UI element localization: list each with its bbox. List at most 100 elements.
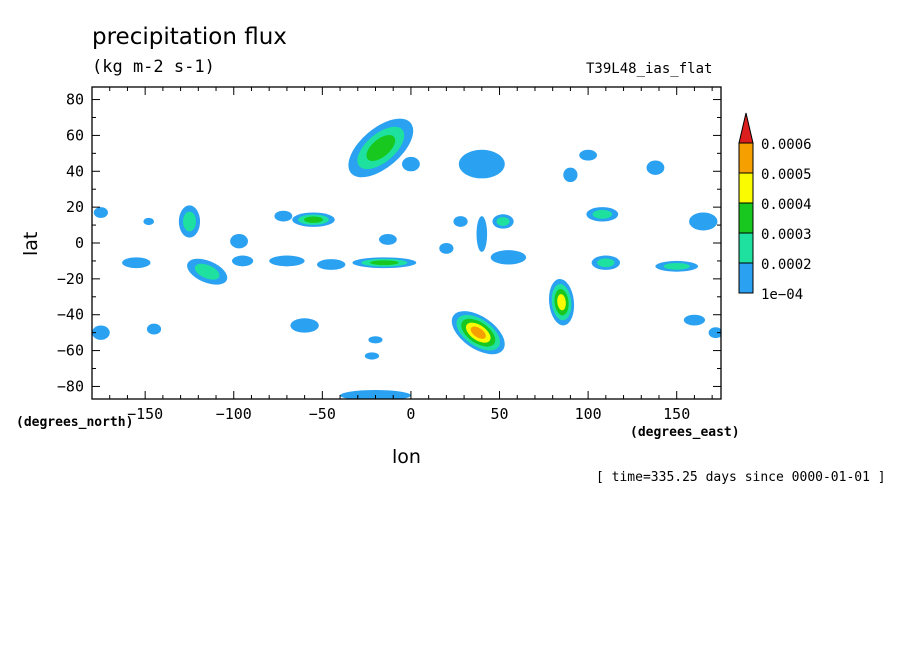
precip-contour-level-2	[496, 217, 510, 226]
precip-contour-level-1	[453, 216, 468, 227]
precip-feature	[563, 167, 578, 183]
y-tick-label: 60	[66, 126, 84, 144]
precip-feature	[269, 255, 305, 267]
colorbar-swatch	[738, 202, 754, 234]
precip-feature	[490, 250, 527, 265]
precip-contour-level-1	[579, 149, 598, 161]
precip-feature	[352, 257, 417, 269]
y-axis-unit: (degrees_north)	[16, 415, 134, 430]
precip-contour-level-2	[592, 209, 613, 219]
precip-contour-level-2	[597, 258, 615, 268]
precip-feature	[655, 260, 699, 272]
precip-contour-level-3	[366, 134, 396, 161]
run-label: T39L48_ias_flat	[586, 61, 713, 77]
precip-contour-level-1	[92, 325, 110, 340]
precip-feature	[708, 327, 721, 339]
precip-feature	[458, 149, 505, 179]
colorbar-swatch	[738, 172, 754, 204]
x-tick-label: 50	[490, 405, 508, 423]
precip-feature	[453, 216, 468, 227]
precip-feature	[492, 214, 514, 229]
precip-feature	[290, 318, 319, 333]
precip-feature	[579, 149, 598, 161]
colorbar-label: 0.0005	[761, 167, 812, 183]
colorbar-label: 1e−04	[761, 287, 803, 303]
precip-feature	[402, 156, 420, 172]
y-tick-label: 80	[66, 91, 84, 109]
x-tick-label: −50	[309, 405, 336, 423]
precip-feature	[93, 207, 108, 218]
y-tick-label: 40	[66, 162, 84, 180]
precip-feature	[232, 255, 254, 267]
precip-contour-level-3	[304, 216, 323, 223]
precip-contour-level-1	[439, 242, 454, 254]
precip-contour-level-2	[182, 211, 196, 232]
colorbar-swatch	[738, 142, 754, 174]
precip-contour-level-1	[122, 257, 151, 269]
precip-feature	[146, 323, 162, 335]
precip-contour-level-1	[269, 255, 305, 267]
x-tick-label: −100	[216, 405, 252, 423]
chart-title: precipitation flux	[92, 24, 287, 50]
precip-contour-level-4	[557, 294, 566, 311]
x-tick-label: −150	[127, 405, 163, 423]
x-tick-label: 150	[663, 405, 690, 423]
precip-contour-level-1	[402, 156, 420, 172]
colorbar-label: 0.0002	[761, 257, 812, 273]
precip-contour-level-1	[232, 255, 254, 267]
colorbar-label: 0.0004	[761, 197, 812, 213]
colorbar-swatch	[738, 232, 754, 264]
precip-feature	[439, 242, 454, 254]
time-stamp: [ time=335.25 days since 0000-01-01 ]	[596, 470, 886, 485]
precip-feature	[143, 217, 154, 226]
precip-contour-level-1	[476, 216, 488, 252]
precip-feature	[316, 259, 346, 270]
x-axis-unit: (degrees_east)	[630, 425, 740, 440]
precip-contour-level-1	[316, 259, 346, 270]
x-tick-label: 0	[406, 405, 415, 423]
precip-contour-level-1	[93, 207, 108, 218]
colorbar-label: 0.0006	[761, 137, 812, 153]
precip-contour-level-1	[274, 210, 293, 222]
precip-feature	[364, 352, 380, 360]
y-tick-label: −40	[57, 306, 84, 324]
x-axis-label: lon	[392, 446, 421, 468]
precip-feature	[548, 278, 575, 326]
precip-contour-level-1	[458, 149, 505, 179]
precip-feature	[348, 118, 414, 178]
precip-feature	[451, 311, 505, 355]
precip-contour-level-5	[470, 326, 486, 339]
precip-contour-level-1	[708, 327, 721, 339]
colorbar-overflow-triangle	[738, 112, 754, 144]
precip-feature	[683, 314, 706, 326]
precip-contour-level-1	[683, 314, 706, 326]
precip-contour-level-1	[490, 250, 527, 265]
precip-feature	[92, 325, 110, 340]
precip-feature	[378, 234, 397, 245]
precip-contour-level-2	[663, 263, 690, 270]
precip-feature	[187, 258, 228, 285]
colorbar-label: 0.0003	[761, 227, 812, 243]
precip-contour-level-1	[368, 336, 383, 344]
y-tick-label: 0	[75, 234, 84, 252]
y-tick-label: −20	[57, 270, 84, 288]
x-tick-label: 100	[575, 405, 602, 423]
precip-feature	[122, 257, 151, 269]
precip-feature	[292, 212, 335, 227]
precip-contour-level-1	[563, 167, 578, 183]
precip-features	[92, 118, 721, 399]
precip-feature	[178, 205, 201, 238]
precip-contour-level-1	[290, 318, 319, 333]
precip-feature	[689, 212, 718, 231]
y-tick-label: −60	[57, 342, 84, 360]
colorbar: 1e−04 0.0002 0.0003 0.0004 0.0005 0.0006	[738, 112, 812, 303]
precip-feature	[591, 255, 621, 270]
precip-feature	[586, 207, 619, 222]
colorbar-swatch	[738, 262, 754, 294]
axis-ticks: −150 −100 −50 0 50 100 150 80 60 40 20 0 −20 −40 −60 −8…	[57, 87, 721, 423]
precip-feature	[274, 210, 293, 222]
precip-feature	[230, 234, 248, 249]
precip-contour-level-1	[378, 234, 397, 245]
precip-contour-level-2	[194, 263, 220, 280]
